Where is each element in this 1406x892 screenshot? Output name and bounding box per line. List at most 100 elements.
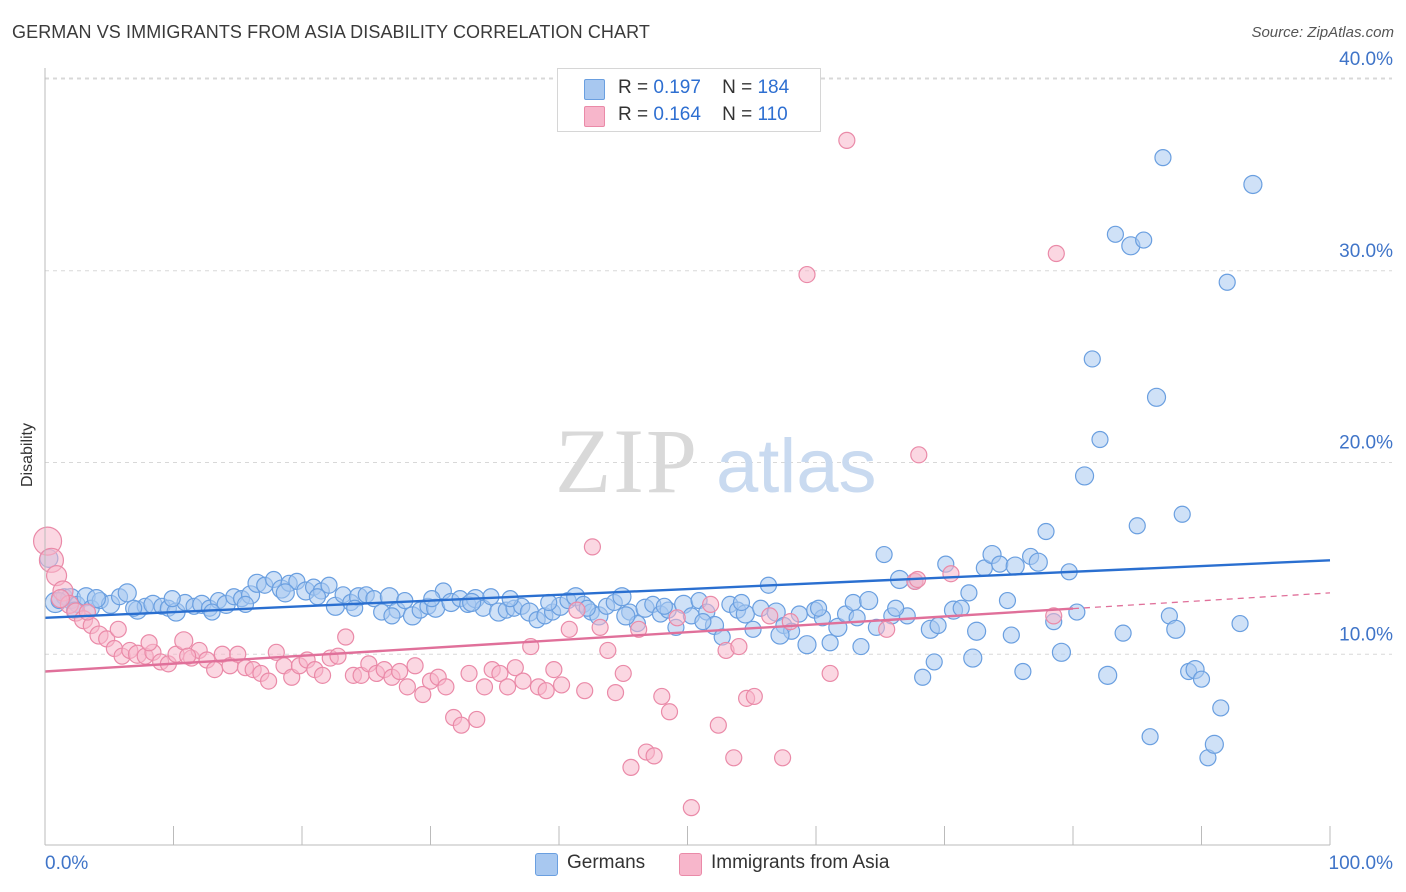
german-point [616,606,636,626]
asia-point [506,659,524,677]
asia-point [179,647,197,665]
asia-point [645,747,663,765]
asia-point [730,637,748,656]
german-point [809,599,828,617]
asia-point [475,678,494,696]
german-point [1243,174,1263,195]
german-point [163,590,181,608]
watermark: ZIP atlas [555,410,877,512]
german-point [308,588,327,606]
asia-point [537,682,555,700]
german-point [1074,466,1095,486]
german-point [963,648,983,668]
german-point [875,545,893,564]
asia-point [761,607,779,625]
german-point [1091,430,1109,449]
german-point [848,609,866,627]
german-point [423,590,441,608]
legend-r-label: R = [618,77,649,98]
german-point [655,597,673,615]
watermark-atlas: atlas [716,424,877,509]
asia-point [329,647,347,665]
german-point [1106,225,1125,243]
german-point [1068,603,1086,621]
german-point [612,587,632,607]
asia-point [337,628,355,646]
asia-point [838,131,856,149]
legend-swatch-blue [535,853,558,876]
german-point [914,668,932,686]
points-layer [32,131,1263,817]
asia-point [942,565,960,583]
y-tick-label: 30.0% [1339,241,1393,262]
asia-point [140,634,158,652]
asia-point [437,678,455,696]
legend-r-value: 0.197 [653,77,701,98]
asia-point [599,641,617,660]
legend-label-asia: Immigrants from Asia [711,852,890,873]
german-point [540,593,558,612]
asia-point [660,703,679,721]
asia-trend-line [44,607,1074,673]
asia-point [206,660,224,679]
x-tick-label-min: 0.0% [45,853,88,874]
german-point [821,634,839,652]
legend-swatch-pink [584,106,605,127]
german-point [925,653,943,671]
asia-point [552,676,571,694]
german-point [929,616,947,635]
legend-n-label: N = [722,77,753,98]
legend-swatch-pink [679,853,702,876]
german-point [462,592,482,613]
asia-point [614,664,632,683]
german-point [1141,728,1159,746]
asia-point [406,657,424,675]
german-point [1135,231,1153,249]
german-point [998,591,1017,610]
german-point [887,599,905,617]
asia-point [460,664,478,683]
german-point [1146,387,1167,407]
asia-point [668,609,686,627]
asia-point [682,799,700,817]
asia-point [910,446,928,464]
asia-point [50,589,71,609]
legend-n-value: 184 [757,77,790,98]
asia-trend-line-extension [1072,592,1331,610]
german-point [1128,517,1146,535]
german-point [859,590,879,611]
german-point [1037,522,1055,541]
x-tick-label-max: 100.0% [1329,853,1394,874]
german-point [960,584,978,602]
asia-point [491,664,509,683]
legend-r-value: 0.164 [653,104,701,125]
asia-point [591,618,609,637]
asia-point [630,620,648,638]
asia-point [576,682,594,700]
asia-point [725,749,743,767]
asia-point [545,660,563,679]
asia-point [653,687,671,706]
german-point [1166,619,1186,639]
source-label: Source: ZipAtlas.com [1251,24,1394,41]
asia-point [391,662,409,681]
german-point [732,593,751,612]
german-point [320,576,338,594]
asia-point [821,664,839,683]
german-point [1005,556,1025,576]
german-point [1002,626,1020,644]
legend-swatch-blue [584,79,605,100]
asia-point [560,620,578,638]
asia-point [452,716,470,734]
axis-layer: 10.0% 20.0% 30.0% 40.0% 0.0% 100.0% [44,49,1394,874]
legend-n-label: N = [722,104,753,125]
asia-point [259,672,278,690]
german-point [967,621,987,641]
german-point [1083,350,1101,368]
asia-point [798,265,816,284]
asia-point [499,678,517,696]
trend-layer [44,559,1331,673]
german-point [1212,699,1230,717]
y-axis-label: Disability [19,422,36,488]
